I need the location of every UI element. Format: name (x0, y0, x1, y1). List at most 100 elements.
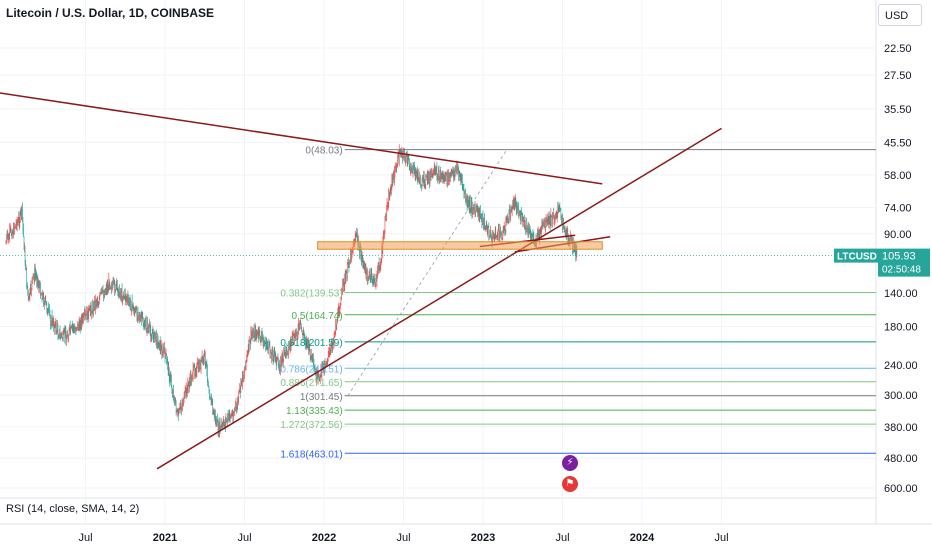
candle-body (246, 361, 247, 363)
candle-body (468, 202, 469, 204)
candle-body (564, 235, 566, 237)
candle-body (93, 308, 95, 310)
candle-body (291, 344, 293, 346)
chart-title: Litecoin / U.S. Dollar, 1D, COINBASE (6, 6, 215, 20)
candle-body (313, 365, 315, 367)
candle-body (565, 235, 566, 237)
candle-body (528, 229, 530, 231)
candle-body (7, 237, 8, 239)
candle-body (155, 340, 156, 342)
candle-body (459, 178, 461, 180)
candle-body (85, 314, 87, 316)
candle-body (41, 298, 43, 300)
candle-body (146, 330, 147, 331)
candle-body (494, 239, 496, 241)
candle-body (326, 362, 327, 364)
candle-body (387, 204, 388, 206)
candle-body (188, 387, 190, 388)
candle-body (109, 288, 110, 289)
candle-body (159, 349, 161, 350)
candle-body (164, 350, 165, 352)
candle-body (386, 207, 388, 209)
drawings[interactable] (0, 70, 722, 470)
candle-body (74, 328, 75, 330)
candle-body (238, 401, 239, 402)
candle-body (133, 312, 135, 314)
candle-body (411, 168, 412, 170)
candle-body (158, 349, 160, 350)
us-flag-event-icon[interactable]: ⚑ (562, 476, 578, 492)
candle-body (410, 169, 411, 171)
candle-body (245, 369, 246, 370)
candle-body (60, 336, 61, 338)
candle-body (147, 330, 149, 332)
candle-body (132, 310, 133, 312)
candle-body (390, 192, 392, 194)
indicator-pane (0, 498, 876, 524)
candle-body (195, 373, 197, 374)
candle-body (125, 300, 127, 302)
candle-body (439, 178, 441, 180)
candle-body (323, 372, 324, 373)
candle-body (62, 338, 64, 340)
candle-body (404, 161, 406, 163)
candle-body (140, 317, 142, 319)
candle-body (98, 301, 100, 303)
candle-body (377, 274, 378, 276)
candle-body (298, 328, 299, 330)
candle-body (27, 299, 29, 301)
candle-body (541, 232, 542, 234)
candle-body (506, 219, 508, 221)
candle-body (87, 318, 89, 320)
candle-body (54, 330, 56, 332)
candle-body (24, 260, 26, 261)
candle-body (294, 340, 295, 342)
candle-body (315, 379, 317, 381)
candle-body (531, 237, 533, 239)
rsi-indicator-label[interactable]: RSI (14, close, SMA, 14, 2) (6, 503, 140, 515)
candle-body (331, 346, 332, 348)
candle-body (223, 424, 225, 426)
candle-body (256, 334, 258, 336)
candle-body (223, 422, 224, 424)
candle-body (97, 302, 98, 304)
candle-body (239, 391, 241, 393)
candle-body (47, 313, 48, 315)
candle-body (26, 287, 28, 289)
time-tick-label: 2023 (471, 532, 495, 544)
lightning-event-icon[interactable]: ⚡ (562, 455, 578, 471)
candle-body (101, 293, 102, 294)
candle-body (505, 230, 507, 232)
candle-body (167, 368, 168, 370)
candle-body (144, 324, 145, 326)
candle-body (265, 347, 267, 349)
candle-body (507, 219, 509, 220)
candle-body (222, 425, 224, 427)
candle-body (297, 333, 299, 335)
candle-body (510, 215, 511, 217)
price-tick-label: 240.00 (884, 360, 918, 372)
candle-body (350, 258, 352, 260)
bar-countdown-label: 02:50:48 (882, 265, 921, 276)
candle-body (361, 260, 362, 262)
candle-body (334, 334, 336, 335)
candle-body (279, 369, 281, 371)
candle-body (159, 349, 160, 350)
candle-body (231, 414, 233, 416)
candle-body (30, 290, 31, 292)
price-axis[interactable]: 22.50 27.50 35.50 45.50 58.00 74.00 90.00 140.0… (0, 17, 930, 495)
candle-body (309, 359, 311, 361)
candle-body (259, 340, 261, 342)
candle-body (258, 337, 260, 339)
candle-body (519, 212, 520, 213)
currency-button[interactable]: USD (878, 4, 922, 26)
candle-body (305, 344, 307, 346)
candle-body (151, 335, 153, 337)
time-axis[interactable]: Jul 2021 Jul 2022 Jul 2023 Jul 2024 Jul (78, 532, 728, 544)
candle-body (463, 189, 464, 191)
fib-retracement[interactable]: 0(48.03) 0.382(139.53) 0.5(164.74) 0.618(20… (280, 146, 876, 461)
candle-body (229, 419, 230, 421)
candle-body (265, 347, 266, 349)
